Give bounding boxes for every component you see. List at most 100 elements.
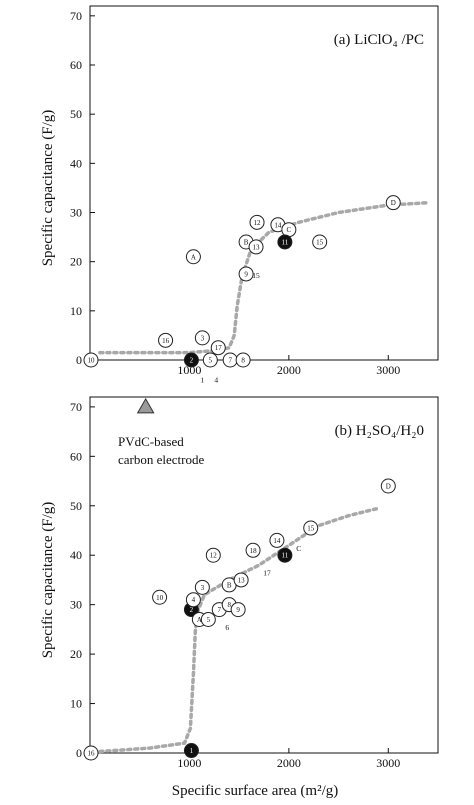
x-tick-label: 3000: [376, 756, 400, 770]
y-tick-label: 40: [70, 548, 82, 562]
x-tick-label: 3000: [376, 363, 400, 377]
point-label: 15: [307, 525, 315, 533]
open-point-marker: [249, 214, 265, 230]
open-point-marker: [194, 330, 210, 346]
point-label: 12: [254, 219, 262, 227]
open-point-marker: [380, 478, 396, 494]
point-label: 16: [87, 750, 95, 758]
open-point-marker: [269, 532, 285, 548]
open-point-marker: [185, 249, 201, 265]
point-label: 7: [218, 606, 222, 614]
outside-point-label: 17: [263, 569, 271, 578]
panel-title: (a) LiClO₄ /PC: [334, 32, 424, 48]
trend-line: [98, 506, 381, 754]
open-point-marker: [152, 589, 168, 605]
point-label: 13: [238, 576, 246, 584]
point-label: 12: [210, 552, 218, 560]
point-label: B: [227, 581, 232, 589]
open-point-marker: [158, 332, 174, 348]
point-label: 18: [250, 547, 258, 555]
point-label: A: [191, 253, 196, 261]
y-axis-title: Specific capacitance (F/g): [40, 110, 56, 267]
point-label: 13: [253, 243, 261, 251]
y-tick-label: 20: [70, 255, 82, 269]
outside-point-label: 6: [225, 623, 229, 632]
point-label: 15: [316, 239, 324, 247]
open-point-marker: [233, 572, 249, 588]
point-label: 3: [201, 584, 205, 592]
point-label: 16: [162, 337, 170, 345]
point-label: 14: [273, 537, 281, 545]
panel-a: 1000 2000 3000 0 10 20 30 40 50 60 70 Specific capa…: [40, 5, 439, 385]
filled-point-marker: [277, 547, 293, 563]
y-tick-label: 20: [70, 647, 82, 661]
y-tick-label: 30: [70, 206, 82, 220]
point-label: 7: [228, 357, 232, 365]
x-tick-label: 2000: [277, 756, 301, 770]
open-point-marker: [230, 602, 246, 618]
filled-point-marker: [183, 352, 199, 368]
point-label: 5: [207, 616, 211, 624]
point-label: 11: [282, 552, 289, 560]
triangle-marker: [136, 397, 155, 414]
open-point-marker: [385, 195, 401, 211]
open-point-marker: [185, 592, 201, 608]
point-label: 14: [274, 221, 282, 229]
point-label: C: [287, 226, 292, 234]
x-tick-label: 1000: [177, 363, 201, 377]
y-tick-label: 10: [70, 304, 82, 318]
point-label: D: [386, 483, 391, 491]
outside-point-label: 15: [252, 271, 260, 280]
open-point-marker: [248, 239, 264, 255]
plot-frame: [89, 396, 439, 754]
y-tick-label: 0: [76, 353, 82, 367]
point-label: 9: [244, 270, 248, 278]
panel-title: (b) H₂SO₄/H₂0: [335, 423, 424, 439]
open-point-marker: [194, 579, 210, 595]
filled-point-marker: [183, 743, 199, 759]
point-label: 2: [190, 606, 194, 614]
point-label: 4: [192, 596, 196, 604]
point-label: 3: [201, 334, 205, 342]
y-tick-label: 70: [70, 9, 82, 23]
y-tick-label: 60: [70, 58, 82, 72]
open-point-marker: [303, 520, 319, 536]
y-tick-label: 50: [70, 107, 82, 121]
x-tick-label: 1000: [177, 756, 201, 770]
x-axis-title: Specific surface area (m²/g): [172, 783, 339, 799]
plot-frame: [89, 5, 439, 361]
point-label: A: [197, 616, 202, 624]
y-tick-label: 0: [76, 746, 82, 760]
point-label: 17: [215, 344, 223, 352]
open-point-marker: [312, 234, 328, 250]
annotation-text: carbon electrode: [118, 452, 204, 467]
point-label: 8: [241, 357, 245, 365]
open-point-marker: [245, 542, 261, 558]
trend-line: [98, 200, 430, 355]
open-point-marker: [83, 745, 99, 761]
y-tick-label: 50: [70, 499, 82, 513]
y-tick-label: 40: [70, 156, 82, 170]
point-label: 9: [236, 606, 240, 614]
outside-point-label: C: [296, 544, 301, 553]
open-point-marker: [235, 352, 251, 368]
open-point-marker: [202, 352, 218, 368]
point-label: 1: [190, 747, 194, 755]
point-label: B: [244, 239, 249, 247]
point-label: 10: [87, 357, 95, 365]
point-label: 2: [190, 357, 194, 365]
point-label: 5: [209, 357, 213, 365]
x-tick-label: 2000: [277, 363, 301, 377]
annotation-text: PVdC-based: [118, 434, 184, 449]
point-label: D: [391, 199, 396, 207]
y-axis-title: Specific capacitance (F/g): [40, 502, 56, 659]
y-tick-label: 60: [70, 449, 82, 463]
panel-b: 1000 2000 3000 0 10 20 30 40 50 60 70 Specific capa…: [40, 396, 439, 770]
y-tick-label: 30: [70, 598, 82, 612]
open-point-marker: [210, 340, 226, 356]
point-label: 11: [282, 239, 289, 247]
point-label: 8: [227, 601, 231, 609]
point-label: 10: [156, 594, 164, 602]
outside-point-label: 4: [214, 376, 218, 385]
